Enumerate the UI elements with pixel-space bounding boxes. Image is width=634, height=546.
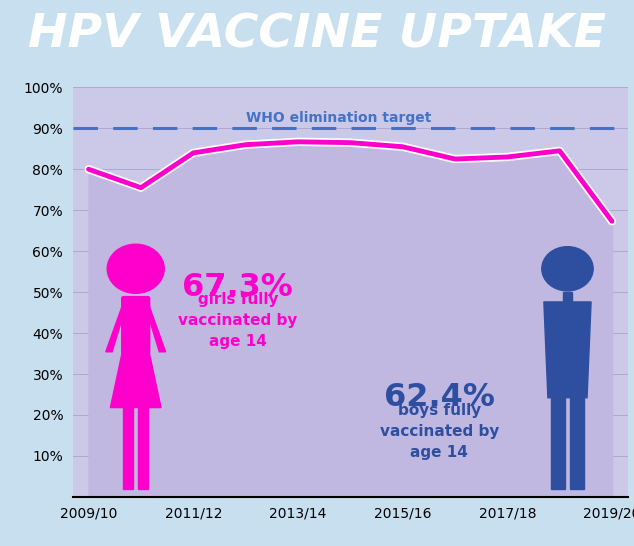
Text: 67.3%: 67.3% (183, 271, 293, 302)
Text: boys fully
vaccinated by
age 14: boys fully vaccinated by age 14 (380, 403, 499, 460)
Text: 62.4%: 62.4% (384, 382, 495, 413)
Text: girls fully
vaccinated by
age 14: girls fully vaccinated by age 14 (178, 292, 297, 349)
Text: WHO elimination target: WHO elimination target (245, 111, 431, 125)
Text: HPV VACCINE UPTAKE: HPV VACCINE UPTAKE (28, 13, 606, 58)
